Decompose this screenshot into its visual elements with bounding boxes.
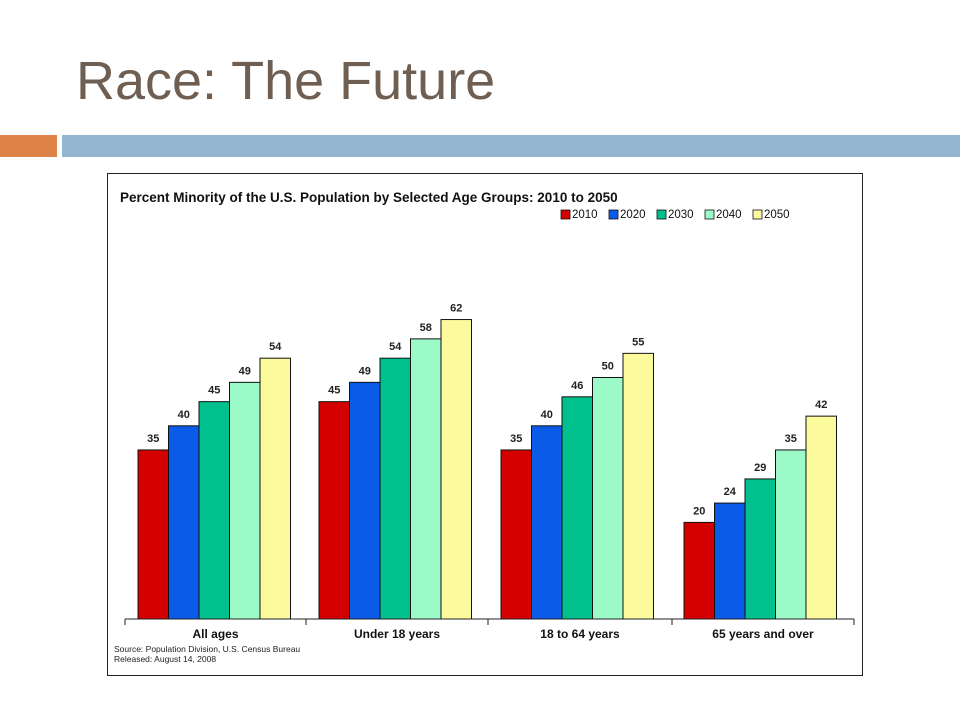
bar-value-label: 50 [602,361,614,373]
chart-frame: Percent Minority of the U.S. Population … [107,173,863,676]
bar-2040-18-to-64-years [592,377,624,620]
chart-legend: 2010 2020 2030 2040 2050 [560,209,790,221]
bar-value-label: 35 [147,433,159,445]
bar-value-label: 49 [239,365,251,377]
bar-2040-under-18-years [410,338,442,620]
bar-2020-all-ages [168,425,200,620]
bar-2010-all-ages [137,449,169,620]
bar-value-label: 40 [178,409,190,421]
legend-label: 2020 [620,209,646,221]
bar-value-label: 55 [632,336,644,348]
category-label: 65 years and over [712,627,814,641]
bar-2010-18-to-64-years [500,449,532,620]
bar-value-label: 45 [208,385,220,397]
chart-axis: All ages Under 18 years 18 to 64 years 65 y… [124,618,855,641]
chart-title: Percent Minority of the U.S. Population … [120,190,618,205]
legend-swatch [560,209,571,220]
bar-2010-65-years-and-over [683,521,715,620]
bar-value-label: 54 [269,341,282,353]
bar-value-label: 35 [510,433,522,445]
legend-label: 2030 [668,209,694,221]
bar-2040-65-years-and-over [775,449,807,620]
bar-2040-all-ages [229,381,261,620]
bar-value-label: 24 [724,486,737,498]
bar-2050-under-18-years [440,319,472,620]
bar-2030-all-ages [198,401,230,620]
bar-value-label: 46 [571,380,583,392]
bar-2050-18-to-64-years [622,352,654,620]
bar-value-label: 20 [693,505,705,517]
chart-bars: 35 40 45 49 54 45 49 54 58 62 35 40 46 50 55 20 24 29 35 42 [137,303,837,620]
bar-2020-under-18-years [349,381,381,620]
category-label: Under 18 years [354,627,440,641]
bar-2030-65-years-and-over [744,478,776,620]
title-accent-orange-bar [0,135,57,157]
legend-label: 2040 [716,209,742,221]
legend-swatch [752,209,763,220]
bar-2030-18-to-64-years [561,396,593,620]
title-accent-blue-bar [62,135,960,157]
bar-2030-under-18-years [379,357,411,620]
source-line: Source: Population Division, U.S. Census… [114,644,300,654]
bar-value-label: 45 [328,385,340,397]
category-label: 18 to 64 years [540,627,620,641]
bar-2020-18-to-64-years [531,425,563,620]
legend-label: 2010 [572,209,598,221]
bar-value-label: 54 [389,341,402,353]
bar-value-label: 29 [754,462,766,474]
bar-value-label: 35 [785,433,797,445]
legend-swatch [656,209,667,220]
slide-title: Race: The Future [76,51,496,111]
bar-2050-all-ages [259,357,291,620]
bar-value-label: 40 [541,409,553,421]
legend-label: 2050 [764,209,790,221]
bar-2010-under-18-years [318,401,350,620]
legend-swatch [608,209,619,220]
bar-value-label: 62 [450,303,462,315]
bar-value-label: 42 [815,399,827,411]
bar-2020-65-years-and-over [714,502,746,620]
legend-swatch [704,209,715,220]
bar-chart: Percent Minority of the U.S. Population … [114,190,855,664]
bar-2050-65-years-and-over [805,415,837,620]
chart-source: Source: Population Division, U.S. Census… [114,644,300,664]
source-line: Released: August 14, 2008 [114,654,216,664]
bar-value-label: 49 [359,365,371,377]
category-label: All ages [192,627,238,641]
bar-value-label: 58 [420,322,432,334]
